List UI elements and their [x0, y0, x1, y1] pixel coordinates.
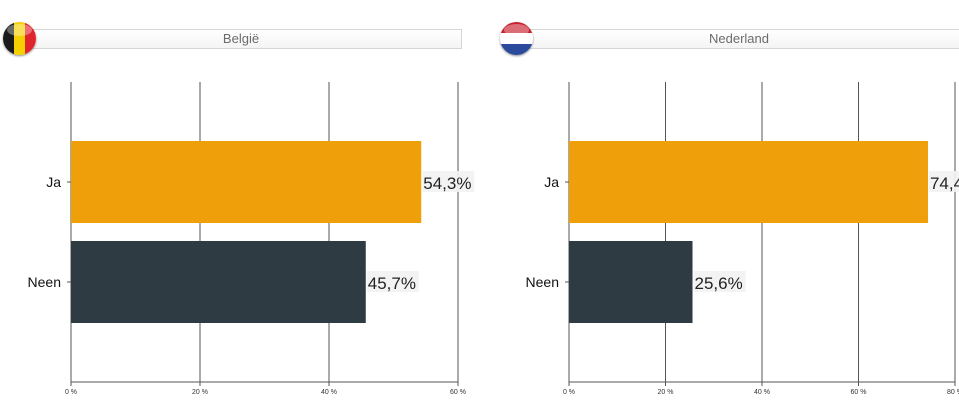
x-tick-label: 0 %	[65, 389, 77, 396]
bar	[569, 141, 928, 223]
x-tick-label: 20 %	[658, 389, 674, 396]
netherlands-flag-icon	[500, 22, 533, 55]
category-label: Neen	[28, 274, 61, 290]
category-label: Neen	[526, 274, 559, 290]
x-tick-label: 20 %	[192, 389, 208, 396]
x-tick-label: 60 %	[450, 389, 466, 396]
data-label: 25,6%	[695, 274, 743, 293]
x-tick-label: 0 %	[563, 389, 575, 396]
x-tick-label: 80 %	[947, 389, 959, 396]
category-label: Ja	[544, 174, 559, 190]
bar	[71, 241, 366, 323]
data-label: 45,7%	[368, 274, 416, 293]
data-label-bg	[693, 271, 746, 292]
data-label-bg	[366, 271, 419, 292]
x-tick-label: 40 %	[754, 389, 770, 396]
x-tick-label: 60 %	[851, 389, 867, 396]
category-label: Ja	[46, 174, 61, 190]
chart-panel-belgium: België 0 % 20 % 40 % 60 % Ja 54,3% Neen 45,7%	[0, 0, 475, 409]
chart-panel-netherlands: Nederland 0 % 20 % 40 % 60 % 80 % Ja 74,4% Neen…	[497, 0, 959, 409]
bar-chart-netherlands: 0 % 20 % 40 % 60 % 80 % Ja 74,4% Neen 25,6%	[526, 82, 959, 396]
data-label: 74,4%	[930, 174, 959, 193]
bar-chart-belgium: 0 % 20 % 40 % 60 % Ja 54,3% Neen 45,7%	[28, 82, 475, 396]
belgium-flag-icon	[3, 22, 36, 55]
data-label-bg	[928, 171, 959, 192]
bar	[569, 241, 693, 323]
data-label-bg	[422, 171, 475, 192]
bar	[71, 141, 422, 223]
x-tick-label: 40 %	[321, 389, 337, 396]
chart-title: Nederland	[517, 29, 959, 49]
chart-title: België	[20, 29, 462, 49]
data-label: 54,3%	[423, 174, 471, 193]
